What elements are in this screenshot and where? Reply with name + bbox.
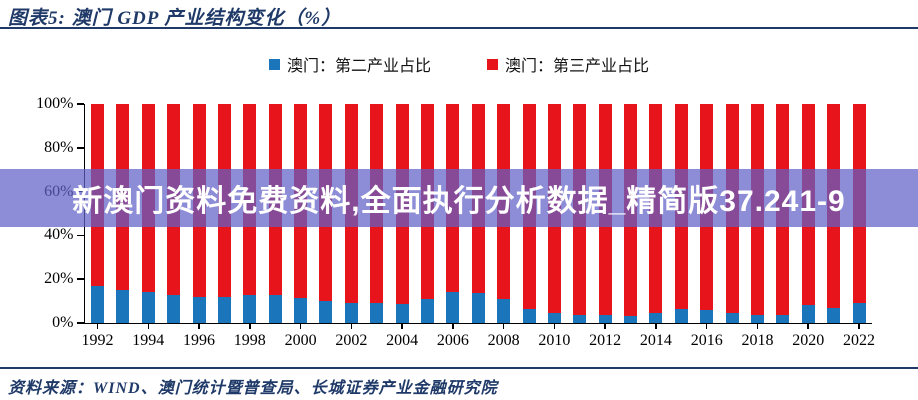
- bar-secondary-2008: [497, 298, 511, 323]
- y-axis-tick: [76, 234, 84, 237]
- bar-secondary-2000: [294, 297, 308, 323]
- x-axis-label: 2010: [538, 332, 571, 349]
- y-axis-label: 40%: [44, 226, 74, 244]
- bar-secondary-2016: [700, 309, 714, 323]
- footer-divider-line: [0, 367, 918, 369]
- x-axis-label: 2000: [284, 332, 317, 349]
- watermark-overlay: 新澳门资料免费资料,全面执行分析数据_精简版37.241-9: [0, 169, 918, 227]
- bar-secondary-2017: [725, 313, 739, 323]
- x-axis-tick: [807, 323, 809, 329]
- y-axis-tick: [76, 278, 84, 280]
- y-axis-tick: [76, 322, 84, 324]
- bar-secondary-2004: [395, 304, 409, 323]
- x-axis-tick: [96, 323, 99, 329]
- bar-secondary-2018: [750, 315, 764, 323]
- bar-secondary-2007: [471, 293, 485, 323]
- y-axis-tick: [76, 147, 84, 149]
- bar-secondary-1995: [167, 294, 181, 323]
- x-axis-label: 2018: [741, 332, 774, 349]
- bar-secondary-2011: [573, 315, 587, 323]
- x-axis-label: 2016: [690, 332, 723, 349]
- bar-secondary-2009: [522, 308, 536, 323]
- y-axis-label: 100%: [36, 95, 74, 112]
- bar-secondary-1993: [116, 290, 130, 323]
- chart-legend: 澳门：第二产业占比 澳门：第三产业占比: [0, 52, 918, 76]
- x-axis-label: 2014: [639, 332, 672, 349]
- x-axis-tick: [198, 323, 200, 329]
- legend-item-secondary-industry: 澳门：第二产业占比: [268, 52, 431, 76]
- bar-secondary-2022: [852, 303, 866, 323]
- bar-secondary-1997: [217, 296, 231, 323]
- bar-secondary-1996: [192, 296, 206, 323]
- x-axis-tick: [147, 323, 150, 329]
- x-axis-label: 2012: [589, 332, 622, 349]
- bar-secondary-1998: [243, 294, 257, 323]
- legend-swatch-red: [487, 58, 498, 70]
- x-axis-tick: [756, 323, 759, 329]
- x-axis-tick: [655, 323, 657, 329]
- figure-title: 图表5: 澳门 GDP 产业结构变化（%）: [8, 8, 342, 29]
- bar-secondary-2019: [776, 315, 790, 323]
- x-axis-label: 1998: [233, 332, 266, 349]
- x-axis-label: 2022: [843, 332, 875, 349]
- bar-secondary-2014: [649, 313, 663, 323]
- x-axis-label: 2004: [386, 332, 419, 349]
- bar-secondary-1992: [91, 285, 104, 323]
- x-axis-tick: [350, 323, 353, 329]
- x-axis-label: 2020: [792, 332, 825, 349]
- x-axis-label: 1992: [81, 332, 114, 349]
- bar-secondary-2021: [827, 307, 841, 323]
- x-axis-tick: [299, 323, 302, 329]
- x-axis-tick: [604, 323, 606, 329]
- bar-secondary-2015: [674, 308, 688, 323]
- x-axis-tick: [249, 323, 251, 329]
- bar-secondary-2012: [598, 315, 612, 323]
- x-axis-tick: [553, 323, 556, 329]
- y-axis-label: 0%: [52, 314, 74, 331]
- y-axis-label: 20%: [44, 270, 74, 288]
- bar-secondary-2010: [547, 313, 561, 323]
- bar-secondary-2001: [319, 301, 333, 323]
- x-axis-line: [83, 322, 872, 324]
- x-axis-label: 2002: [335, 332, 368, 349]
- x-axis-tick: [401, 323, 403, 329]
- bar-secondary-2002: [344, 303, 358, 323]
- bar-secondary-2005: [420, 298, 434, 323]
- x-axis-tick: [502, 323, 505, 329]
- title-divider-line: [0, 27, 918, 29]
- bar-secondary-1994: [141, 292, 155, 323]
- watermark-text: 新澳门资料免费资料,全面执行分析数据_精简版37.241-9: [72, 185, 846, 218]
- legend-item-tertiary-industry: 澳门：第三产业占比: [487, 52, 649, 76]
- x-axis-tick: [858, 323, 860, 329]
- legend-label: 澳门：第三产业占比: [505, 58, 650, 75]
- bar-secondary-2020: [801, 305, 815, 323]
- x-axis-tick: [705, 323, 708, 329]
- bar-secondary-2003: [370, 303, 384, 323]
- x-axis-label: 2008: [487, 332, 520, 349]
- x-axis-tick: [452, 323, 454, 329]
- x-axis-label: 1994: [132, 332, 165, 349]
- bar-secondary-1999: [268, 294, 282, 323]
- data-source-note: 资料来源：WIND、澳门统计暨普查局、长城证券产业金融研究院: [8, 380, 498, 397]
- bar-secondary-2013: [624, 316, 638, 323]
- y-axis-label: 80%: [44, 138, 74, 156]
- y-axis-tick: [76, 103, 84, 105]
- legend-swatch-blue: [268, 58, 280, 70]
- bar-secondary-2006: [446, 292, 460, 323]
- x-axis-label: 2006: [436, 332, 469, 349]
- x-axis-label: 1996: [183, 332, 216, 349]
- legend-label: 澳门：第二产业占比: [286, 58, 431, 75]
